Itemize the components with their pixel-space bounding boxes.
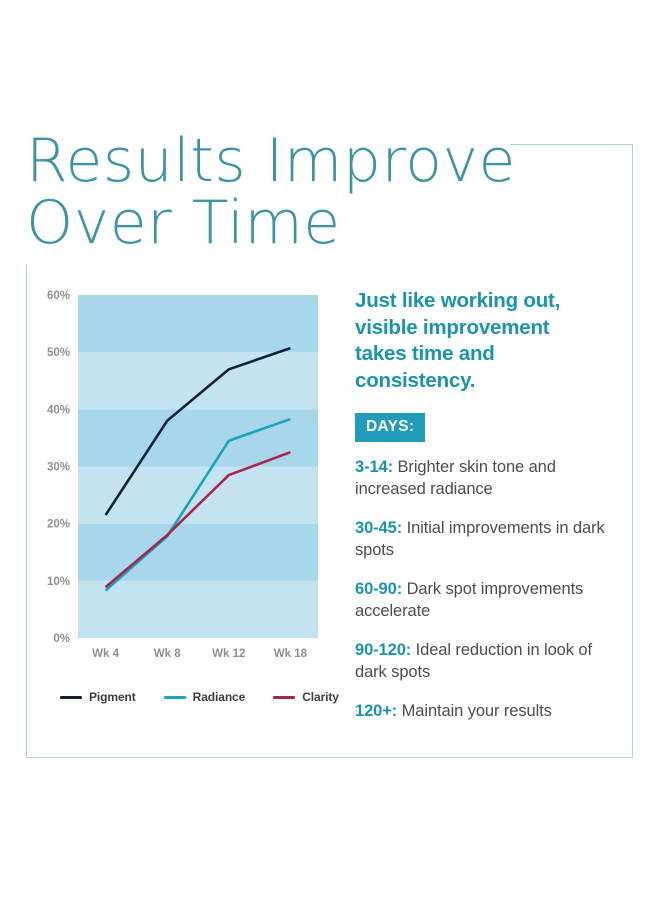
results-line-chart: 0% 10% 20% 30% 40% 50% 60% Wk 4 Wk 8 Wk 12 Wk 18 bbox=[34, 288, 334, 678]
lede-text: Just like working out, visible improveme… bbox=[355, 289, 561, 392]
legend-swatch-icon bbox=[60, 695, 82, 699]
series-line-radiance bbox=[104, 417, 291, 592]
y-axis-tick-label: 30% bbox=[47, 462, 70, 474]
stage-description: Initial improvements in dark spots bbox=[355, 519, 605, 559]
y-axis-tick-label: 50% bbox=[47, 347, 70, 359]
stage-item: 30-45: Initial improvements in dark spot… bbox=[355, 517, 617, 561]
chart-band bbox=[78, 466, 318, 524]
page-title: Results Improve Over Time bbox=[26, 126, 516, 258]
x-axis-tick-label: Wk 4 bbox=[92, 648, 119, 660]
legend-item: Radiance bbox=[163, 690, 246, 704]
stage-range: 90-120: bbox=[355, 641, 412, 659]
legend-item: Clarity bbox=[273, 690, 339, 704]
chart-band bbox=[78, 523, 318, 581]
legend-item: Pigment bbox=[60, 690, 136, 704]
legend-label: Pigment bbox=[89, 690, 136, 704]
frame-border-right bbox=[632, 144, 633, 758]
stage-list: 3-14: Brighter skin tone and increased r… bbox=[355, 456, 617, 722]
stage-range: 60-90: bbox=[355, 580, 403, 598]
legend-label: Radiance bbox=[192, 690, 246, 704]
y-axis-tick-label: 10% bbox=[47, 576, 70, 588]
stage-description: Maintain your results bbox=[397, 702, 552, 720]
legend-swatch-icon bbox=[273, 695, 296, 699]
chart-band bbox=[78, 409, 318, 467]
stage-range: 30-45: bbox=[355, 519, 403, 537]
stage-item: 3-14: Brighter skin tone and increased r… bbox=[355, 456, 617, 500]
stage-description: Dark spot improvements accelerate bbox=[355, 580, 584, 620]
stage-range: 120+: bbox=[355, 702, 398, 720]
legend-label: Clarity bbox=[302, 690, 339, 704]
stage-item: 120+: Maintain your results bbox=[355, 700, 617, 722]
y-axis-tick-label: 0% bbox=[53, 633, 70, 645]
legend-swatch-icon bbox=[163, 695, 186, 699]
frame-border-bottom bbox=[26, 757, 633, 758]
chart-legend: Pigment Radiance Clarity bbox=[60, 690, 350, 704]
chart-band bbox=[78, 295, 318, 353]
stage-item: 90-120: Ideal reduction in look of dark … bbox=[355, 639, 617, 683]
right-panel: Just like working out, visible improveme… bbox=[355, 288, 617, 722]
days-badge: DAYS: bbox=[355, 413, 426, 442]
chart-band bbox=[78, 580, 318, 638]
stage-description: Ideal reduction in look of dark spots bbox=[355, 641, 592, 681]
series-line-pigment bbox=[104, 346, 291, 516]
stage-item: 60-90: Dark spot improvements accelerate bbox=[355, 578, 617, 622]
x-axis-tick-label: Wk 18 bbox=[274, 648, 308, 660]
x-axis-tick-label: Wk 12 bbox=[212, 648, 245, 660]
y-axis-tick-label: 20% bbox=[47, 519, 70, 531]
x-axis-tick-label: Wk 8 bbox=[154, 648, 181, 660]
stage-range: 3-14: bbox=[355, 458, 394, 476]
y-axis-tick-label: 60% bbox=[47, 290, 70, 302]
y-axis-tick-label: 40% bbox=[47, 404, 70, 416]
chart-svg: 0% 10% 20% 30% 40% 50% 60% Wk 4 Wk 8 Wk 12 Wk 18 bbox=[47, 290, 318, 660]
series-line-clarity bbox=[104, 450, 291, 589]
frame-border-left bbox=[26, 264, 27, 758]
chart-band bbox=[78, 352, 318, 410]
stage-description: Brighter skin tone and increased radianc… bbox=[355, 458, 556, 498]
frame-border-top bbox=[510, 144, 633, 145]
